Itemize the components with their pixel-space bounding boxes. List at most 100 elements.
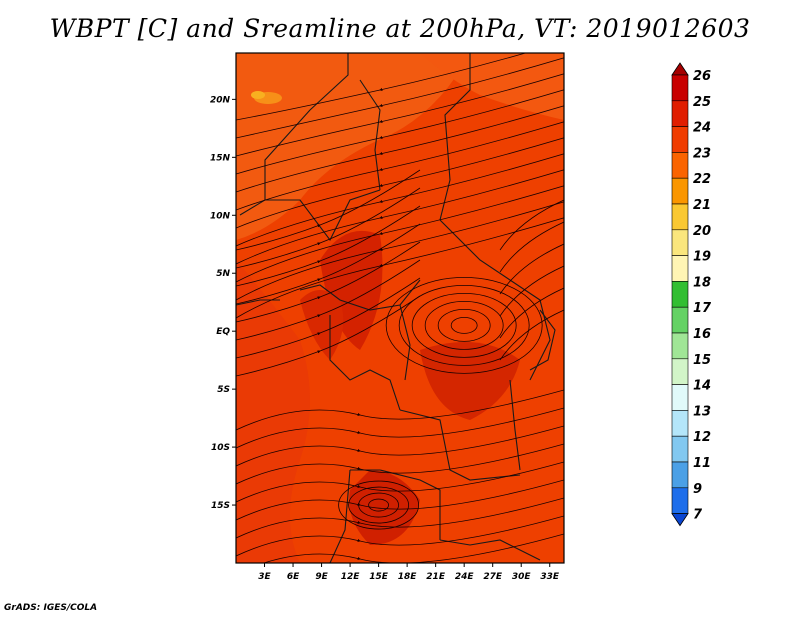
streamline [236, 497, 564, 539]
streamline [499, 309, 564, 361]
colorbar-label-16: 16 [693, 327, 711, 342]
streamline [236, 73, 564, 157]
field-band-25-d [300, 290, 344, 360]
streamline [236, 389, 564, 431]
streamline [236, 105, 564, 193]
streamline-ring [424, 300, 504, 350]
streamline [236, 425, 564, 467]
colorbar-extend-top [671, 62, 689, 76]
colorbar-swatch [671, 152, 689, 179]
streamline [236, 57, 564, 139]
y-axis: 20N 15N 10N 5N EQ 5S 10S 15S [210, 95, 236, 511]
streamline [236, 223, 421, 305]
credit-text: GrADS: IGES/COLA [4, 603, 98, 613]
field-band-21-patch [251, 91, 265, 99]
colorbar-label-9: 9 [693, 482, 702, 497]
x-tick-label-27E: 27E [483, 572, 503, 582]
x-tick-label-12E: 12E [341, 572, 361, 582]
streamline-ring [450, 316, 478, 334]
y-tick-label-15N: 15N [210, 153, 231, 163]
x-tick-label-15E: 15E [369, 572, 389, 582]
colorbar-swatch [671, 487, 689, 514]
y-tick-label-10S: 10S [211, 443, 230, 453]
colorbar-swatch [671, 358, 689, 385]
colorbar-label-15: 15 [693, 353, 711, 368]
colorbar-label-7: 7 [693, 508, 703, 523]
y-tick-label-20N: 20N [210, 95, 231, 105]
map-area [236, 53, 564, 563]
streamline [236, 169, 564, 265]
colorbar-label-18: 18 [693, 275, 711, 290]
colorbar-label-13: 13 [693, 404, 711, 419]
x-tick-label-30E: 30E [512, 572, 532, 582]
streamline-ring [348, 486, 410, 524]
streamline [499, 265, 564, 317]
streamline [499, 243, 564, 295]
streamline [236, 407, 564, 449]
streamline [236, 461, 564, 503]
streamline-ring [338, 480, 420, 530]
colorbar-swatch [671, 435, 689, 463]
x-axis: 3E 6E 9E 12E 15E 18E 21E 24E 27E 30E 33E [258, 563, 560, 582]
country-borders [236, 53, 556, 563]
streamline [236, 479, 564, 521]
plot-frame [235, 52, 565, 564]
field-band-23-northeast [420, 53, 564, 120]
colorbar-swatch [671, 384, 689, 411]
colorbar-label-26: 26 [693, 69, 711, 84]
streamline [236, 169, 421, 251]
colorbar-swatch [671, 410, 689, 437]
streamline [236, 53, 527, 121]
streamline [236, 89, 564, 175]
y-tick-label-5S: 5S [217, 385, 230, 395]
x-tick-label-21E: 21E [426, 572, 446, 582]
colorbar-label-12: 12 [693, 430, 711, 445]
streamline [499, 287, 564, 339]
colorbar-swatch [671, 281, 689, 308]
colorbar-swatch [671, 177, 689, 205]
colorbar-extend-bottom [671, 513, 689, 527]
x-tick-label-18E: 18E [398, 572, 418, 582]
x-tick-label-3E: 3E [258, 572, 271, 582]
streamline-ring [411, 292, 517, 358]
colorbar-swatch [671, 100, 689, 127]
streamline [236, 153, 564, 247]
colorbar-swatch [671, 229, 689, 256]
x-tick-label-33E: 33E [540, 572, 560, 582]
streamline [499, 199, 564, 251]
y-tick-label-EQ: EQ [216, 327, 230, 337]
streamline [262, 533, 564, 563]
x-tick-label-6E: 6E [287, 572, 300, 582]
colorbar-label-22: 22 [693, 172, 711, 187]
colorbar-label-24: 24 [693, 121, 711, 136]
streamline [236, 259, 421, 341]
streamline-ring [398, 284, 530, 366]
y-tick-label-15S: 15S [211, 501, 230, 511]
streamline [236, 185, 564, 283]
colorbar-label-14: 14 [693, 379, 711, 394]
colorbar-label-11: 11 [693, 456, 711, 471]
colorbar: 26 25 24 23 22 21 20 19 18 17 16 15 14 13 12 11 9 7 [671, 62, 712, 527]
colorbar-label-21: 21 [693, 198, 711, 213]
streamline [236, 241, 421, 323]
colorbar-label-20: 20 [693, 224, 711, 239]
colorbar-swatch [671, 203, 689, 231]
y-tick-label-5N: 5N [216, 269, 230, 279]
colorbar-swatch [671, 461, 689, 489]
streamline-ring [368, 498, 390, 512]
streamline [236, 217, 564, 319]
field-band-23-north [236, 53, 470, 240]
x-tick-label-24E: 24E [455, 572, 475, 582]
streamline [236, 201, 564, 301]
streamline [236, 277, 421, 359]
colorbar-label-23: 23 [693, 146, 711, 161]
streamline [236, 205, 421, 287]
streamline [499, 221, 564, 273]
streamline [236, 121, 564, 211]
streamlines [236, 53, 564, 563]
streamline [236, 515, 564, 557]
streamline [236, 443, 564, 485]
streamline-ring [385, 276, 543, 374]
colorbar-swatch [671, 126, 689, 153]
